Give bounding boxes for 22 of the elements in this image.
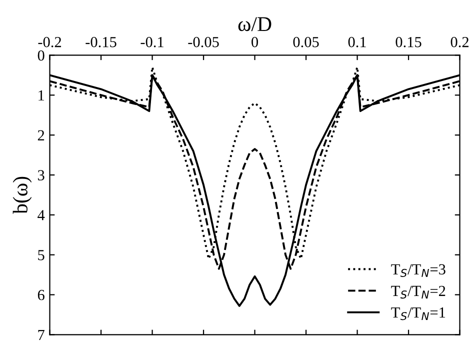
x-tick-label: -0.15 <box>86 36 116 48</box>
y-tick-label: 0 <box>38 50 44 61</box>
y-tick-label: 1 <box>38 90 44 100</box>
x-tick-label: -0.05 <box>188 36 219 48</box>
y-tick-label: 6 <box>38 290 44 300</box>
x-tick-label: 0.2 <box>450 36 468 48</box>
x-axis-title: ω/D <box>238 17 272 32</box>
x-tick-label: -0.1 <box>140 36 164 48</box>
x-tick-label: 0.1 <box>348 36 366 48</box>
x-tick-label: 0.05 <box>293 36 319 48</box>
y-tick-label: 4 <box>38 210 45 220</box>
legend-label: T$_{S}$/T$_{N}$=1 <box>391 307 446 320</box>
y-tick-label: 3 <box>38 170 44 180</box>
y-axis-title: b(ω) <box>12 176 32 214</box>
y-tick-label: 7 <box>38 330 44 340</box>
y-tick-label: 5 <box>38 250 44 260</box>
x-tick-label: -0.2 <box>38 36 62 48</box>
legend-label: T$_{S}$/T$_{N}$=2 <box>391 286 446 299</box>
x-tick-label: 0 <box>252 36 258 48</box>
legend-label: T$_{S}$/T$_{N}$=3 <box>391 264 446 278</box>
x-tick-label: 0.15 <box>396 36 422 48</box>
y-tick-label: 2 <box>38 130 44 140</box>
